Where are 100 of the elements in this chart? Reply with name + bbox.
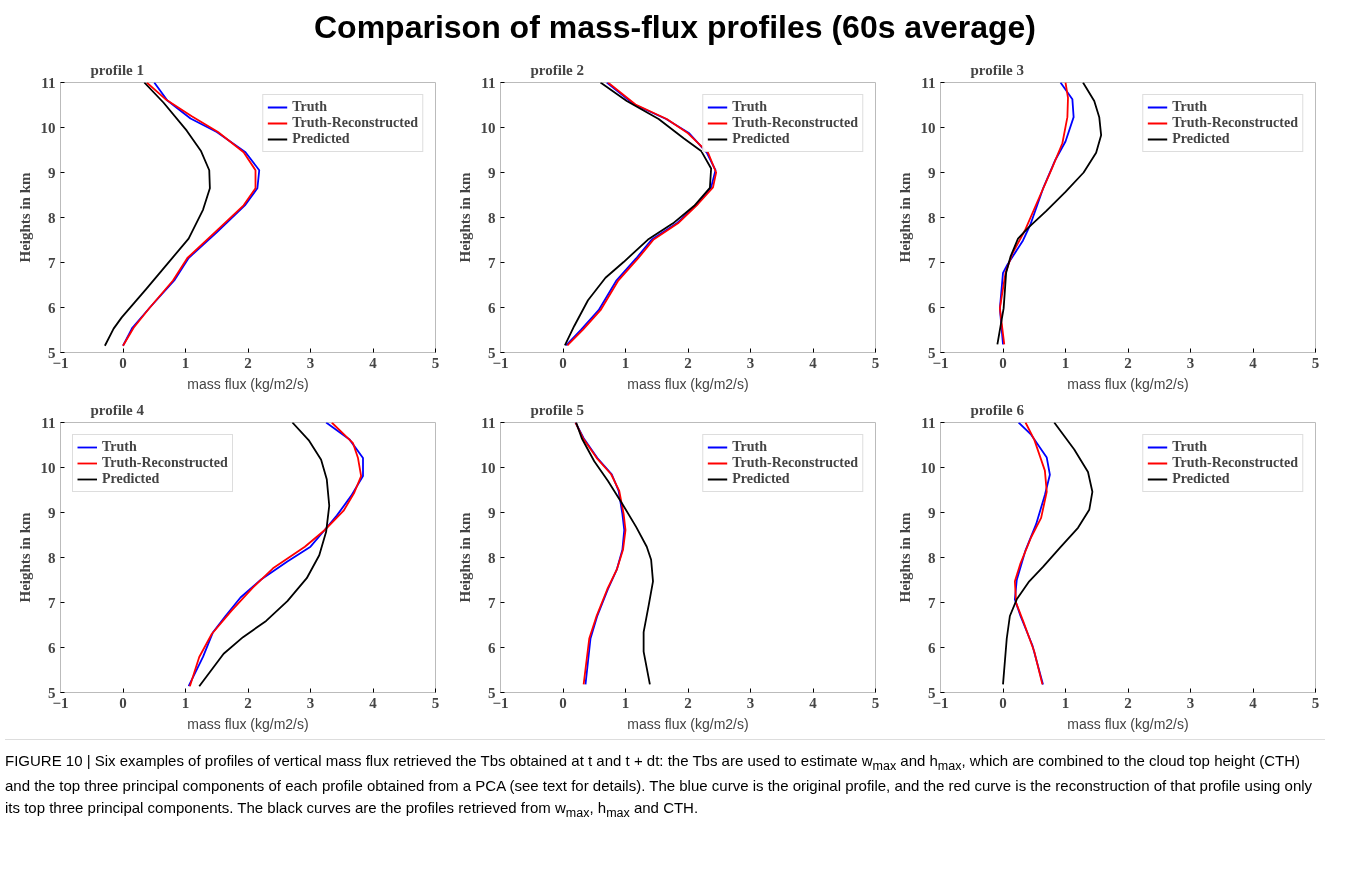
x-axis-title: mass flux (kg/m2/s) [627,375,749,392]
x-tick-label: 4 [809,694,818,711]
legend-label: Truth [1172,99,1208,115]
x-tick-label: 1 [1061,694,1070,711]
y-tick-label: 11 [481,74,496,91]
x-tick-label: 1 [1061,354,1070,371]
y-tick-label: 7 [928,594,936,611]
chart-title: profile 1 [90,61,144,78]
text: FIGURE 10 | Six examples of profiles of vertical mass flux retrieved the Tbs obtained at t and t + dt: the Tbs are used to estimate w$_{max}$ and h$_{max}$, which are combined to the cloud top height (CTH) and the top three principal components of each profile obtained from a PCA (see text for details). The blue curve is the original profile, and the red curve is the reconstruction of that profile using only its top three principal components. The black curves are the profiles retrieved from w$_{max}$, h$_{max}$ and CTH. [5,752,1313,820]
line-series [103,82,211,347]
x-tick-label: 4 [809,354,818,371]
x-tick-label: 4 [1249,354,1258,371]
x-tick-label: 3 [746,354,755,371]
x-tick-label: 5 [431,354,440,371]
x-tick-label: 4 [1249,694,1258,711]
x-tick-label: 3 [1186,694,1195,711]
line-series [1002,422,1094,686]
x-tick-label: 5 [871,354,880,371]
legend-label: Truth-Reconstructed [292,115,418,131]
x-tick-label: 0 [119,694,127,711]
y-axis-title: Heights in km [16,171,33,263]
y-tick-label: 7 [48,254,56,271]
x-tick-label: 3 [306,354,315,371]
x-tick-label: 4 [369,354,378,371]
x-tick-label: 3 [1186,354,1195,371]
y-tick-label: 8 [488,209,496,226]
y-tick-label: 9 [488,504,496,521]
chart-title: profile 6 [970,401,1025,418]
y-axis-title: Heights in km [16,511,33,603]
legend-label: Truth [1172,439,1208,455]
y-axis-title: Heights in km [896,511,913,603]
chart-title: profile 4 [90,401,145,418]
legend-label: Predicted [1172,471,1230,487]
legend-label: Truth-Reconstructed [1172,115,1298,131]
x-tick-label: 5 [871,694,880,711]
x-axis-title: mass flux (kg/m2/s) [1067,715,1189,732]
y-tick-label: 8 [488,549,496,566]
y-tick-label: 10 [40,119,56,136]
legend-label: Predicted [292,131,350,147]
x-tick-label: 1 [181,354,190,371]
x-tick-label: 2 [244,354,252,371]
y-tick-label: 6 [928,639,936,656]
y-tick-label: 11 [921,74,936,91]
y-tick-label: 9 [928,504,936,521]
chart-title: profile 2 [530,61,584,78]
legend-label: Predicted [732,131,790,147]
x-tick-label: 2 [244,694,252,711]
y-tick-label: 6 [48,299,56,316]
y-tick-label: 10 [920,119,936,136]
y-tick-label: 8 [928,549,936,566]
y-tick-label: 9 [928,164,936,181]
legend-label: Truth [292,99,328,115]
x-tick-label: 2 [1124,694,1132,711]
x-tick-label: 1 [621,694,630,711]
legend-label: Predicted [1172,131,1230,147]
y-tick-label: 8 [48,549,56,566]
legend-label: Truth [102,439,137,455]
x-tick-label: 5 [1311,354,1320,371]
y-tick-label: 7 [48,594,56,611]
y-tick-label: 10 [920,459,936,476]
x-tick-label: 5 [431,694,440,711]
x-axis-title: mass flux (kg/m2/s) [1067,375,1189,392]
y-tick-label: 6 [928,299,936,316]
x-axis-title: mass flux (kg/m2/s) [187,715,309,732]
y-tick-label: 9 [48,164,56,181]
legend-label: Predicted [102,471,160,487]
x-tick-label: 1 [621,354,630,371]
x-tick-label: 2 [1124,354,1132,371]
x-tick-label: 0 [999,694,1007,711]
legend-label: Truth [732,439,768,455]
y-tick-label: 8 [928,209,936,226]
y-tick-label: 10 [480,459,496,476]
y-tick-label: 10 [40,459,56,476]
text: Comparison of mass-flux profiles (60s average) [313,8,1037,47]
y-tick-label: 10 [480,119,496,136]
x-tick-label: 1 [181,694,190,711]
y-tick-label: 7 [488,254,496,271]
x-tick-label: 5 [1311,694,1320,711]
legend-label: Predicted [732,471,790,487]
y-tick-label: 8 [48,209,56,226]
legend-label: Truth-Reconstructed [732,115,858,131]
y-axis-title: Heights in km [456,171,473,263]
x-tick-label: 0 [559,694,567,711]
y-tick-label: 7 [928,254,936,271]
chart-title: profile 5 [530,401,584,418]
legend-label: Truth-Reconstructed [1172,455,1298,471]
x-tick-label: 3 [746,694,755,711]
legend-label: Truth-Reconstructed [732,455,858,471]
x-axis-title: mass flux (kg/m2/s) [187,375,309,392]
x-tick-label: 3 [306,694,315,711]
x-tick-label: 0 [119,354,127,371]
y-tick-label: 7 [488,594,496,611]
y-axis-title: Heights in km [456,511,473,603]
chart-title: profile 3 [970,61,1024,78]
y-tick-label: 6 [48,639,56,656]
y-axis-title: Heights in km [896,171,913,263]
y-tick-label: 11 [41,414,56,431]
line-series [575,422,654,686]
x-tick-label: 0 [559,354,567,371]
y-tick-label: 9 [48,504,56,521]
